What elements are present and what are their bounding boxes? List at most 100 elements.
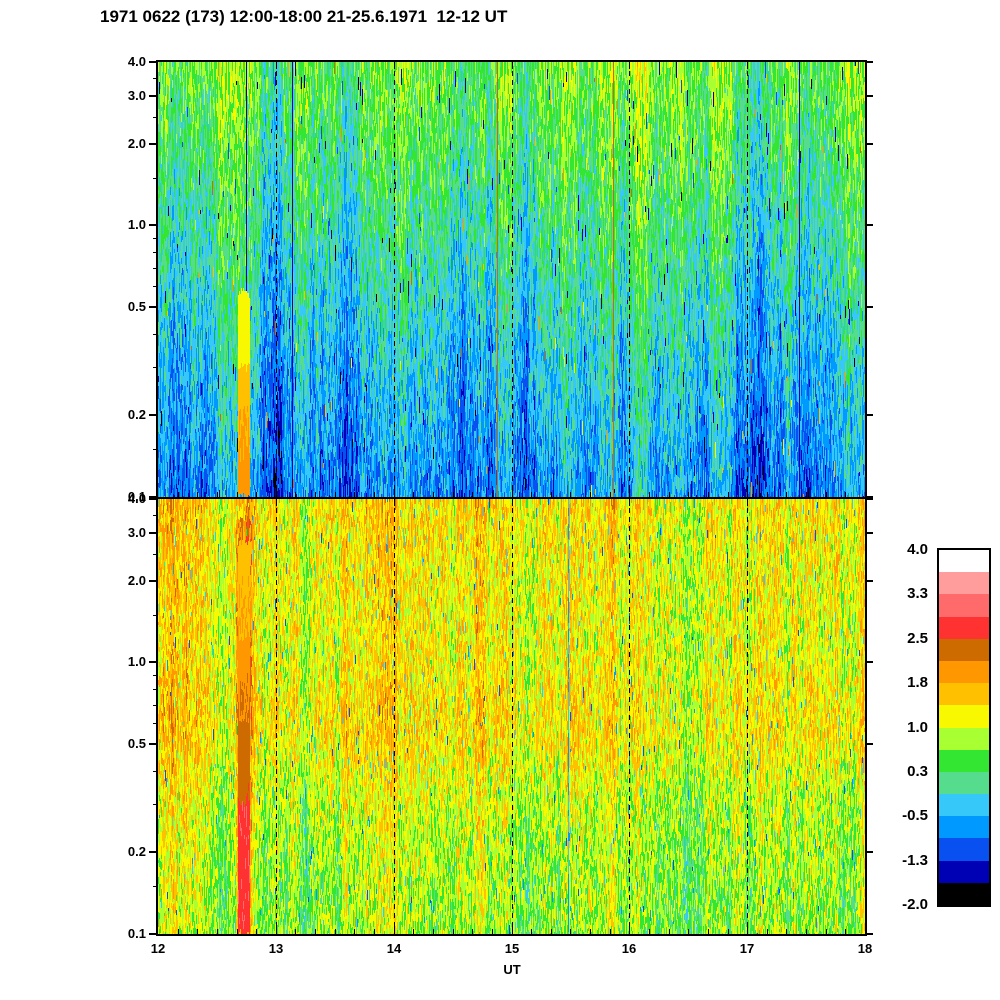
y-minor-tick: [153, 771, 158, 772]
lower-spectrogram-heatmap: [158, 499, 865, 934]
y-right-tick: [865, 306, 873, 308]
y-tick-label: 2.0: [127, 573, 146, 588]
y-major-tick: [149, 661, 158, 663]
y-minor-tick: [153, 117, 158, 118]
y-tick-label: 2.0: [127, 136, 146, 151]
y-minor-tick: [153, 689, 158, 690]
y-major-tick: [149, 224, 158, 226]
colorbar-band: [939, 616, 989, 639]
colorbar-tick-label: 1.0: [907, 719, 928, 736]
y-minor-tick: [153, 252, 158, 253]
y-major-tick: [149, 414, 158, 416]
y-major-tick: [149, 580, 158, 582]
y-minor-tick: [153, 675, 158, 676]
y-right-tick: [865, 532, 873, 534]
colorbar-band: [939, 683, 989, 706]
colorbar-tick-label: 0.3: [907, 763, 928, 780]
x-tick-label: 12: [150, 941, 166, 956]
y-major-tick: [149, 933, 158, 935]
y-right-tick: [865, 661, 873, 663]
x-tick-label: 13: [268, 941, 284, 956]
y-minor-tick: [153, 515, 158, 516]
y-minor-tick: [153, 554, 158, 555]
colorbar-band: [939, 882, 989, 905]
y-major-tick: [149, 95, 158, 97]
y-right-tick: [865, 143, 873, 145]
y-major-tick: [149, 61, 158, 63]
y-right-tick: [865, 496, 873, 498]
colorbar-tick-label: 1.8: [907, 674, 928, 691]
colorbar-tick-label: 2.5: [907, 630, 928, 647]
y-right-tick: [865, 414, 873, 416]
y-minor-tick: [153, 723, 158, 724]
y-right-tick: [865, 933, 873, 935]
plot-title: 1971 0622 (173) 12:00-18:00 21-25.6.1971…: [100, 7, 508, 26]
y-major-tick: [149, 743, 158, 745]
y-tick-label: 0.5: [127, 736, 146, 751]
y-minor-tick: [153, 886, 158, 887]
y-tick-label: 0.2: [127, 407, 146, 422]
colorbar-band: [939, 838, 989, 861]
y-major-tick: [149, 143, 158, 145]
y-minor-tick: [153, 286, 158, 287]
colorbar-tick-label: -0.5: [902, 807, 928, 824]
y-tick-label: 1.0: [127, 654, 146, 669]
y-minor-tick: [153, 615, 158, 616]
y-right-tick: [865, 224, 873, 226]
colorbar-band: [939, 794, 989, 817]
y-tick-label: 0.1: [127, 489, 146, 504]
y-minor-tick: [153, 238, 158, 239]
colorbar-band: [939, 771, 989, 795]
x-tick-label: 15: [504, 941, 520, 956]
colorbar-band: [939, 816, 989, 839]
y-major-tick: [149, 498, 158, 500]
colorbar-band: [939, 860, 989, 883]
y-major-tick: [149, 532, 158, 534]
colorbar-band: [939, 705, 989, 728]
y-right-tick: [865, 498, 873, 500]
y-right-tick: [865, 580, 873, 582]
colorbar-band: [939, 594, 989, 617]
y-minor-tick: [153, 78, 158, 79]
lower-spectrogram-panel: [156, 497, 867, 936]
y-tick-label: 1.0: [127, 217, 146, 232]
colorbar-band: [939, 550, 989, 573]
y-right-tick: [865, 851, 873, 853]
colorbar-tick-label: -1.3: [902, 852, 928, 869]
y-major-tick: [149, 306, 158, 308]
x-tick-label: 16: [621, 941, 637, 956]
y-right-tick: [865, 743, 873, 745]
y-minor-tick: [153, 449, 158, 450]
x-axis-title: UT: [503, 962, 521, 977]
y-minor-tick: [153, 804, 158, 805]
y-minor-tick: [153, 178, 158, 179]
colorbar: [937, 548, 991, 907]
y-right-tick: [865, 61, 873, 63]
y-tick-label: 4.0: [127, 491, 146, 506]
colorbar-band: [939, 727, 989, 750]
y-major-tick: [149, 851, 158, 853]
y-major-tick: [149, 496, 158, 498]
y-minor-tick: [153, 334, 158, 335]
y-minor-tick: [153, 367, 158, 368]
y-minor-tick: [153, 268, 158, 269]
colorbar-band: [939, 749, 989, 772]
y-tick-label: 0.1: [127, 926, 146, 941]
x-tick-label: 18: [857, 941, 873, 956]
colorbar-tick-label: -2.0: [902, 896, 928, 913]
y-right-tick: [865, 95, 873, 97]
x-tick-label: 17: [739, 941, 755, 956]
colorbar-band: [939, 638, 989, 661]
colorbar-tick-label: 3.3: [907, 585, 928, 602]
y-minor-tick: [153, 705, 158, 706]
y-tick-label: 3.0: [127, 525, 146, 540]
colorbar-tick-label: 4.0: [907, 541, 928, 558]
y-tick-label: 3.0: [127, 88, 146, 103]
colorbar-band: [939, 572, 989, 595]
x-tick-label: 14: [386, 941, 402, 956]
y-tick-label: 0.2: [127, 844, 146, 859]
upper-spectrogram-heatmap: [158, 62, 865, 497]
colorbar-band: [939, 660, 989, 684]
y-tick-label: 0.5: [127, 299, 146, 314]
